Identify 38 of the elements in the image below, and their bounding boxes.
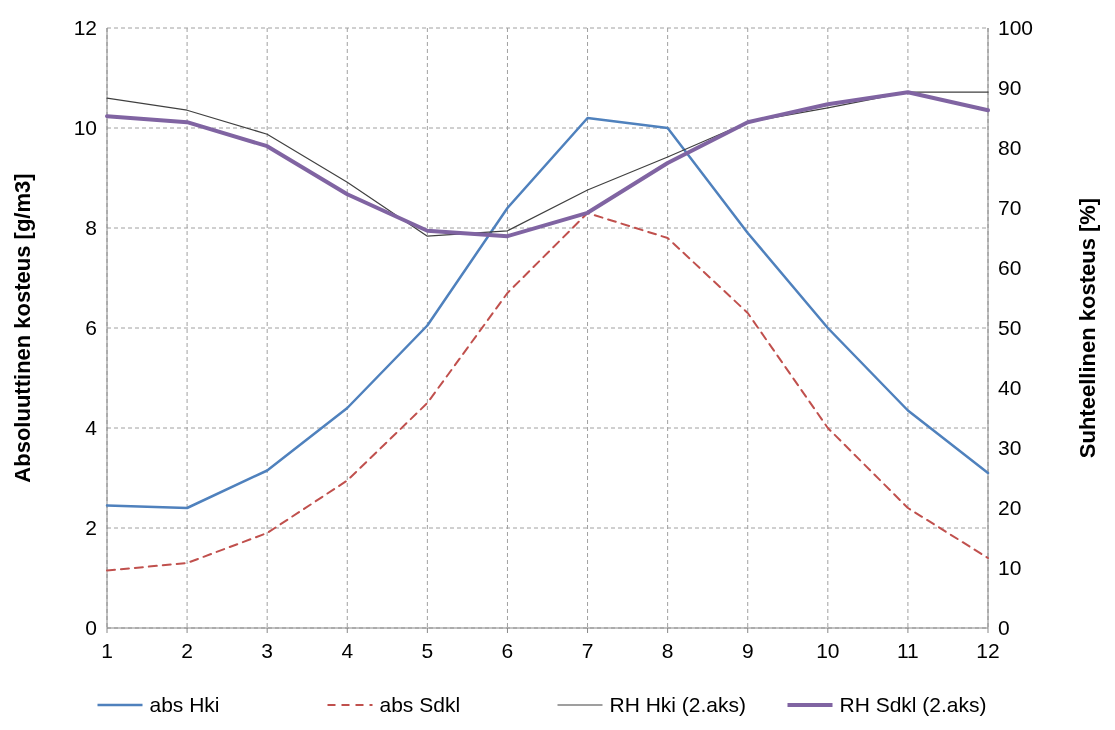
y2-tick-label: 30	[998, 436, 1022, 459]
y2-tick-label: 90	[998, 76, 1022, 99]
x-tick-label: 5	[421, 639, 434, 662]
x-tick-label: 1	[101, 639, 113, 662]
y-tick-label: 4	[85, 416, 98, 439]
y-tick-label: 0	[85, 616, 97, 639]
x-tick-label: 6	[501, 639, 514, 662]
line-series	[106, 212, 989, 572]
legend-label: RH Sdkl (2.aks)	[839, 693, 987, 716]
x-tick-label: 10	[816, 639, 840, 662]
x-tick-label: 12	[976, 639, 1000, 662]
y2-tick-label: 60	[998, 256, 1022, 279]
y2-tick-label: 0	[998, 616, 1010, 639]
y2-tick-label: 100	[998, 16, 1034, 39]
x-tick-label: 7	[581, 639, 594, 662]
y2-tick-label: 80	[998, 136, 1022, 159]
y-tick-label: 2	[85, 516, 97, 539]
y2-tick-label: 20	[998, 496, 1022, 519]
legend-label: RH Hki (2.aks)	[609, 693, 747, 716]
x-tick-label: 9	[741, 639, 754, 662]
y2-tick-label: 10	[998, 556, 1022, 579]
x-tick-label: 2	[181, 639, 193, 662]
x-tick-label: 3	[261, 639, 274, 662]
legend-label: abs Hki	[149, 693, 220, 716]
y2-axis-title: Suhteellinen kosteus [%]	[1075, 197, 1100, 459]
y-tick-label: 8	[85, 216, 97, 239]
y-tick-label: 6	[85, 316, 97, 339]
line-series	[105, 116, 990, 510]
x-tick-label: 4	[341, 639, 354, 662]
y-axis-title: Absoluuttinen kosteus [g/m3]	[10, 173, 35, 483]
y-tick-label: 12	[73, 16, 97, 39]
x-tick-label: 11	[897, 639, 919, 662]
y2-tick-label: 70	[998, 196, 1022, 219]
legend-label: abs Sdkl	[379, 693, 461, 716]
y-tick-label: 10	[73, 116, 97, 139]
y2-tick-label: 40	[998, 376, 1022, 399]
y2-tick-label: 50	[998, 316, 1022, 339]
x-tick-label: 8	[661, 639, 674, 662]
